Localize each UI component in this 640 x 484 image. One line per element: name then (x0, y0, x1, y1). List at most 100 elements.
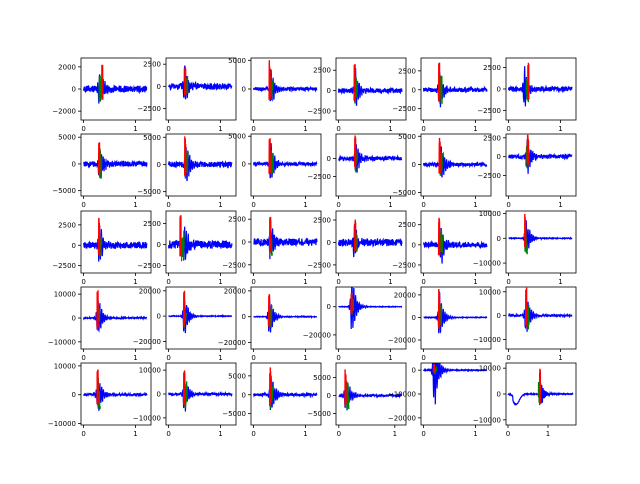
y-tick-label: −20000 (388, 414, 416, 422)
x-tick-label: 1 (218, 354, 222, 362)
y-tick-label: −2500 (137, 262, 161, 270)
y-tick-label: 5000 (228, 372, 246, 380)
plot-area (168, 370, 233, 412)
y-tick-label: 0 (242, 391, 246, 399)
x-tick-label: 1 (388, 201, 392, 209)
x-tick-label: 0 (421, 354, 425, 362)
plot-area (168, 290, 233, 334)
y-tick-label: −20000 (388, 336, 416, 344)
signal-trace (338, 68, 403, 106)
y-tick-label: 2500 (483, 134, 501, 142)
plot-area (83, 64, 148, 104)
x-tick-label: 0 (336, 125, 340, 133)
x-tick-label: 0 (506, 430, 510, 438)
axes-frame (335, 210, 407, 274)
axes-frame (165, 210, 237, 274)
subplot-3-3: −2500 0 2500 0 1 (222, 210, 322, 286)
plot-area (168, 215, 233, 262)
plot-area (83, 217, 148, 262)
axes-frame (165, 57, 237, 121)
y-tick-label: 0 (157, 83, 161, 91)
onset-trace (96, 290, 99, 330)
y-tick-label: −10000 (48, 420, 76, 428)
x-tick-label: 0 (506, 201, 510, 209)
y-tick-label: 0 (242, 313, 246, 321)
y-tick-label: 10000 (139, 367, 161, 375)
subplot-3-4: −2500 0 2500 0 1 (307, 210, 407, 286)
x-tick-label: 0 (166, 201, 170, 209)
x-tick-label: 0 (337, 430, 341, 438)
onset-trace (182, 290, 186, 328)
signal-trace (338, 224, 403, 258)
y-tick-label: 0 (497, 153, 501, 161)
signal-trace (508, 296, 573, 332)
axes-frame (80, 210, 152, 274)
axes-frame (335, 362, 407, 426)
y-tick-label: −20000 (218, 339, 246, 347)
y-tick-label: −10000 (473, 416, 501, 424)
x-tick-label: 1 (218, 201, 222, 209)
subplot-1-1: −2000 0 2000 0 1 (52, 57, 152, 133)
subplot-1-6: −2500 0 2500 0 1 (477, 57, 577, 133)
axes-frame (505, 210, 577, 274)
plot-area (507, 368, 574, 406)
plot-area (423, 217, 488, 264)
subplot-4-2: −20000 0 20000 0 1 (133, 286, 237, 362)
signal-trace (423, 72, 488, 108)
subplot-2-4: −2500 0 0 1 (307, 133, 407, 209)
y-tick-label: 2500 (483, 64, 501, 72)
plot-area (338, 219, 403, 258)
subplot-4-4: −20000 0 0 1 (303, 286, 407, 362)
x-tick-label: 0 (251, 354, 255, 362)
x-tick-label: 0 (251, 125, 255, 133)
x-tick-label: 1 (558, 278, 562, 286)
subplot-2-3: 0 5000 0 1 (228, 133, 322, 209)
x-tick-label: 0 (421, 201, 425, 209)
plot-area (168, 65, 233, 100)
axes-frame (335, 57, 407, 121)
onset-trace (97, 142, 101, 175)
y-tick-label: 5000 (143, 134, 161, 142)
axes-frame (505, 133, 577, 197)
y-tick-label: −2500 (477, 172, 501, 180)
x-tick-label: 0 (81, 354, 85, 362)
x-tick-label: 1 (558, 125, 562, 133)
x-tick-label: 0 (81, 125, 85, 133)
y-tick-label: −2500 (307, 173, 331, 181)
y-tick-label: 2500 (143, 220, 161, 228)
plot-area (508, 213, 573, 255)
x-tick-label: 1 (558, 201, 562, 209)
y-tick-label: −20000 (303, 331, 331, 339)
y-tick-label: 0 (157, 161, 161, 169)
y-tick-label: 0 (412, 314, 416, 322)
y-tick-label: −5000 (222, 410, 246, 418)
plot-area (253, 294, 318, 333)
onset-trace (184, 136, 187, 176)
x-tick-label: 1 (558, 354, 562, 362)
axes-frame (250, 286, 322, 350)
y-tick-label: 5000 (228, 133, 246, 141)
onset-trace (432, 364, 436, 373)
x-tick-label: 1 (388, 278, 392, 286)
plot-area (253, 60, 318, 102)
plot-area (83, 142, 148, 179)
x-tick-label: 1 (133, 278, 137, 286)
y-tick-label: 0 (412, 86, 416, 94)
y-tick-label: 0 (72, 242, 76, 250)
axes-frame (80, 133, 152, 197)
y-tick-label: 0 (72, 315, 76, 323)
signal-trace (168, 226, 233, 261)
onset-trace (179, 215, 182, 257)
y-tick-label: 20000 (394, 291, 416, 299)
y-tick-label: 0 (72, 160, 76, 168)
plot-area (423, 363, 487, 405)
y-tick-label: 0 (157, 313, 161, 321)
x-tick-label: 0 (336, 278, 340, 286)
subplot-1-3: 0 5000 0 1 (228, 57, 322, 133)
subplot-3-2: −2500 0 2500 0 1 (137, 210, 237, 286)
y-tick-label: −10000 (48, 338, 76, 346)
onset-trace (268, 60, 271, 100)
axes-frame (165, 286, 237, 350)
signal-trace (168, 301, 233, 334)
signal-trace (253, 69, 318, 102)
